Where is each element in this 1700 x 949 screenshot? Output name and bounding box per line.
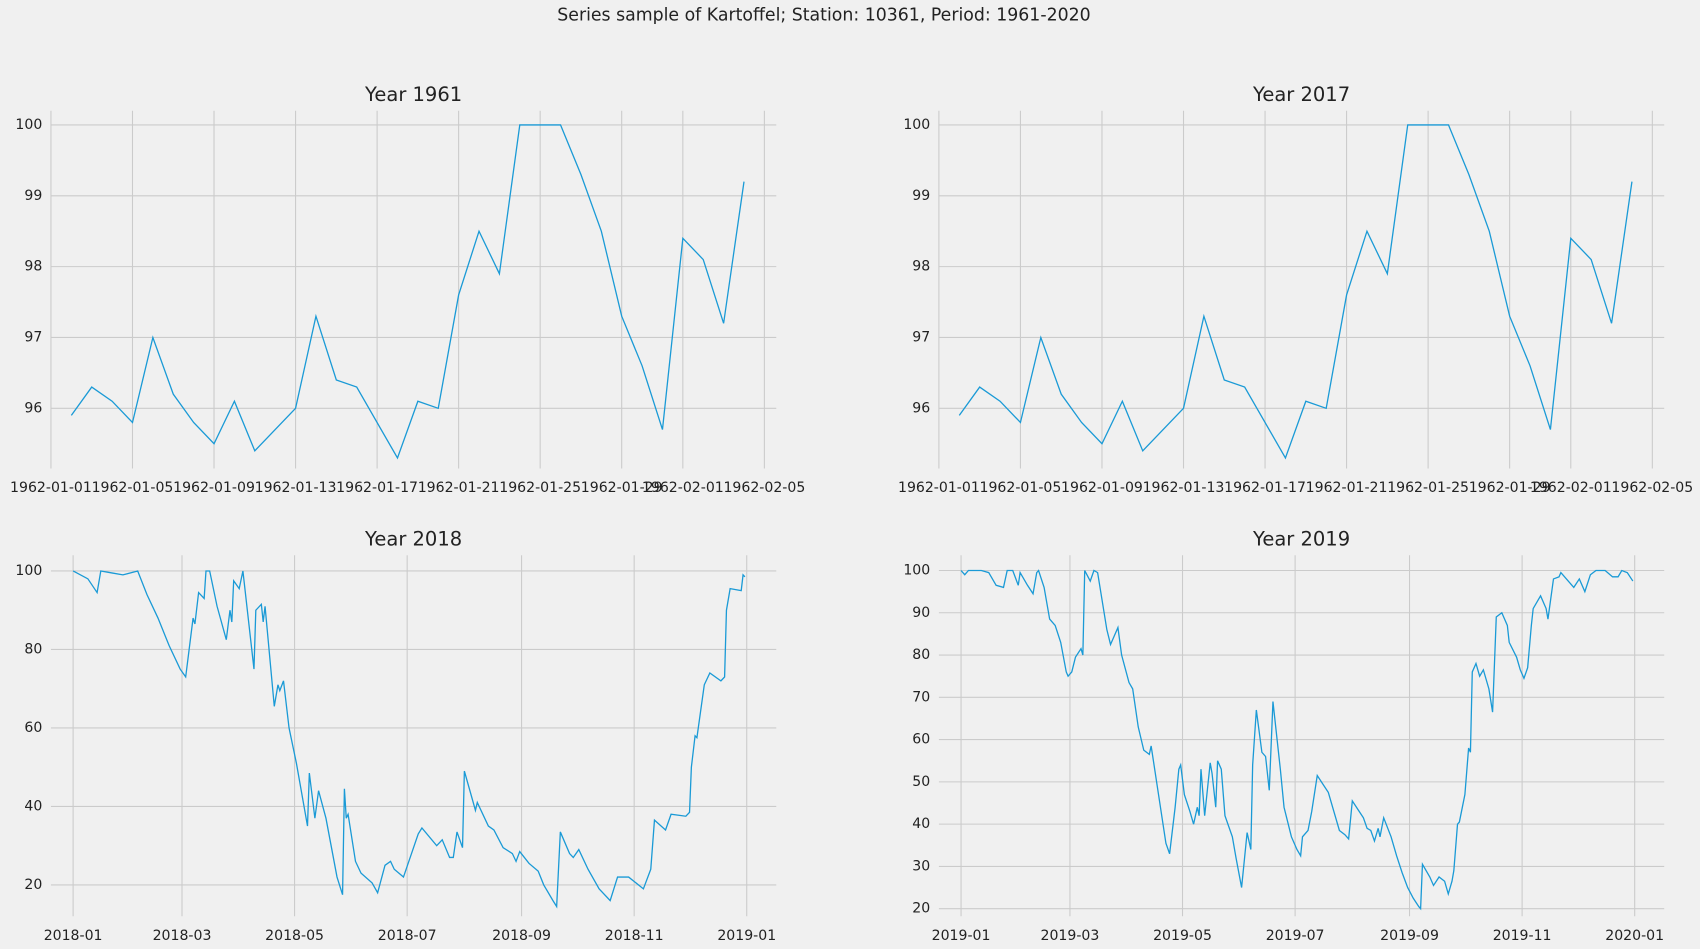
y-tick-label: 60 bbox=[24, 720, 42, 736]
y-tick-label: 30 bbox=[912, 858, 930, 874]
x-tick-label: 2019-01 bbox=[717, 928, 776, 944]
x-tick-label: 1962-01-29 bbox=[1469, 480, 1551, 496]
x-tick-label: 1962-02-05 bbox=[723, 480, 805, 496]
x-tick-label: 1962-02-01 bbox=[1530, 480, 1612, 496]
y-tick-label: 98 bbox=[912, 259, 930, 275]
y-tick-label: 80 bbox=[912, 647, 930, 663]
x-tick-label: 1962-02-05 bbox=[1611, 480, 1693, 496]
x-tick-label: 2018-01 bbox=[44, 928, 103, 944]
x-tick-label: 1962-01-09 bbox=[1061, 480, 1143, 496]
x-tick-label: 1962-01-05 bbox=[980, 480, 1062, 496]
y-tick-label: 50 bbox=[912, 774, 930, 790]
x-tick-label: 1962-01-01 bbox=[898, 480, 980, 496]
y-tick-label: 90 bbox=[912, 605, 930, 621]
x-tick-label: 2018-03 bbox=[153, 928, 212, 944]
subplot-title: Year 1961 bbox=[364, 83, 462, 106]
x-tick-label: 1962-01-25 bbox=[1387, 480, 1469, 496]
y-tick-label: 80 bbox=[24, 641, 42, 657]
y-tick-label: 70 bbox=[912, 689, 930, 705]
y-tick-label: 99 bbox=[912, 188, 930, 204]
y-tick-label: 100 bbox=[903, 117, 930, 133]
y-tick-label: 99 bbox=[24, 188, 42, 204]
y-tick-label: 100 bbox=[903, 562, 930, 578]
y-tick-label: 100 bbox=[15, 117, 42, 133]
x-tick-label: 2019-03 bbox=[1041, 928, 1100, 944]
y-tick-label: 40 bbox=[24, 798, 42, 814]
data-line bbox=[70, 124, 745, 460]
x-tick-label: 1962-01-13 bbox=[1143, 480, 1225, 496]
subplot-title: Year 2019 bbox=[1252, 528, 1350, 551]
x-tick-label: 2018-11 bbox=[605, 928, 664, 944]
y-tick-label: 40 bbox=[912, 816, 930, 832]
subplot-title: Year 2017 bbox=[1252, 83, 1350, 106]
x-tick-label: 2019-01 bbox=[932, 928, 991, 944]
y-tick-label: 97 bbox=[912, 329, 930, 345]
x-tick-label: 1962-01-13 bbox=[255, 480, 337, 496]
x-tick-label: 2019-05 bbox=[1153, 928, 1212, 944]
y-tick-label: 60 bbox=[912, 732, 930, 748]
data-line bbox=[960, 569, 1634, 911]
x-tick-label: 2018-07 bbox=[378, 928, 437, 944]
x-tick-label: 1962-01-25 bbox=[499, 480, 581, 496]
x-tick-label: 1962-02-01 bbox=[642, 480, 724, 496]
x-tick-label: 2018-09 bbox=[492, 928, 551, 944]
y-tick-label: 100 bbox=[15, 563, 42, 579]
y-tick-label: 97 bbox=[24, 329, 42, 345]
y-tick-label: 98 bbox=[24, 259, 42, 275]
subplot-title: Year 2018 bbox=[364, 528, 462, 551]
x-tick-label: 1962-01-01 bbox=[10, 480, 92, 496]
data-line bbox=[72, 570, 746, 909]
x-tick-label: 1962-01-21 bbox=[1306, 480, 1388, 496]
x-tick-label: 2019-11 bbox=[1493, 928, 1552, 944]
x-tick-label: 1962-01-17 bbox=[336, 480, 418, 496]
x-tick-label: 2019-07 bbox=[1266, 928, 1325, 944]
y-tick-label: 20 bbox=[24, 877, 42, 893]
figure-title: Series sample of Kartoffel; Station: 103… bbox=[557, 5, 1090, 25]
x-tick-label: 1962-01-29 bbox=[581, 480, 663, 496]
x-tick-label: 2020-01 bbox=[1605, 928, 1664, 944]
x-tick-label: 1962-01-21 bbox=[418, 480, 500, 496]
y-tick-label: 20 bbox=[912, 901, 930, 917]
x-tick-label: 1962-01-05 bbox=[92, 480, 174, 496]
x-tick-label: 2019-09 bbox=[1380, 928, 1439, 944]
data-line bbox=[958, 124, 1633, 460]
x-tick-label: 1962-01-09 bbox=[173, 480, 255, 496]
x-tick-label: 2018-05 bbox=[265, 928, 324, 944]
y-tick-label: 96 bbox=[24, 400, 42, 416]
x-tick-label: 1962-01-17 bbox=[1224, 480, 1306, 496]
y-tick-label: 96 bbox=[912, 400, 930, 416]
